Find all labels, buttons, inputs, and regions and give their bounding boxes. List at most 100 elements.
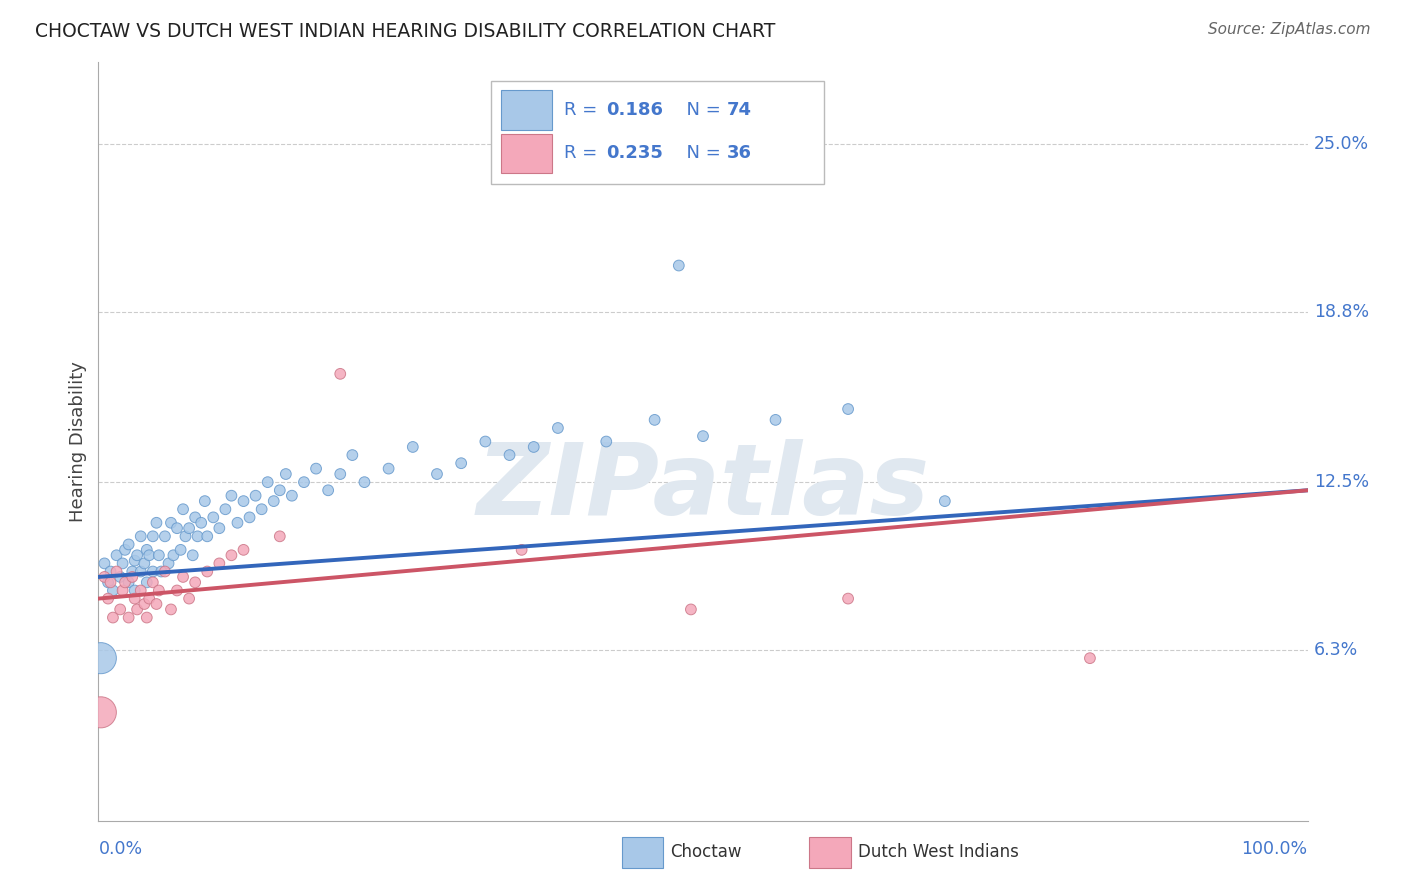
Point bbox=[142, 565, 165, 579]
Point bbox=[105, 565, 128, 579]
Point bbox=[426, 467, 449, 481]
FancyBboxPatch shape bbox=[501, 90, 551, 130]
Point bbox=[329, 467, 352, 481]
Point bbox=[668, 259, 690, 273]
Point bbox=[226, 516, 249, 530]
Point bbox=[232, 542, 254, 557]
Point bbox=[90, 706, 112, 720]
Point bbox=[114, 542, 136, 557]
Point bbox=[129, 583, 152, 598]
Point bbox=[239, 510, 262, 524]
Point bbox=[142, 575, 165, 590]
Text: ZIPatlas: ZIPatlas bbox=[477, 439, 929, 535]
Point bbox=[108, 602, 131, 616]
Point bbox=[510, 542, 533, 557]
Point bbox=[145, 516, 167, 530]
Text: R =: R = bbox=[564, 145, 603, 162]
Point bbox=[274, 467, 297, 481]
Point bbox=[194, 494, 217, 508]
Point bbox=[292, 475, 315, 490]
Point bbox=[124, 554, 146, 568]
Text: Choctaw: Choctaw bbox=[671, 844, 742, 862]
Point bbox=[179, 591, 201, 606]
FancyBboxPatch shape bbox=[492, 81, 824, 184]
Point bbox=[450, 456, 472, 470]
Point bbox=[202, 510, 225, 524]
Text: N =: N = bbox=[675, 145, 727, 162]
Point bbox=[245, 489, 267, 503]
Point bbox=[256, 475, 278, 490]
Point bbox=[679, 602, 702, 616]
Point bbox=[111, 557, 134, 571]
Point bbox=[172, 502, 194, 516]
Point bbox=[101, 610, 124, 624]
Text: 0.0%: 0.0% bbox=[98, 839, 142, 857]
Point bbox=[124, 583, 146, 598]
Point bbox=[523, 440, 546, 454]
Point bbox=[498, 448, 520, 462]
Point bbox=[135, 542, 157, 557]
Point bbox=[221, 489, 243, 503]
Point bbox=[166, 583, 188, 598]
Point bbox=[90, 651, 112, 665]
Point bbox=[166, 521, 188, 535]
Point bbox=[153, 529, 176, 543]
Point bbox=[342, 448, 364, 462]
Text: 36: 36 bbox=[727, 145, 752, 162]
Point bbox=[153, 565, 176, 579]
Point bbox=[474, 434, 496, 449]
Point bbox=[181, 548, 204, 563]
FancyBboxPatch shape bbox=[621, 837, 664, 869]
Point bbox=[93, 557, 115, 571]
Point bbox=[269, 483, 291, 498]
Point bbox=[162, 548, 184, 563]
Point bbox=[160, 516, 183, 530]
Y-axis label: Hearing Disability: Hearing Disability bbox=[69, 361, 87, 522]
Text: 100.0%: 100.0% bbox=[1241, 839, 1308, 857]
Point bbox=[190, 516, 212, 530]
Point bbox=[157, 557, 180, 571]
Point bbox=[329, 367, 352, 381]
Text: 0.235: 0.235 bbox=[606, 145, 664, 162]
Point bbox=[118, 610, 141, 624]
Text: 18.8%: 18.8% bbox=[1313, 302, 1369, 320]
Point bbox=[195, 529, 218, 543]
Point bbox=[138, 548, 160, 563]
Point bbox=[127, 548, 149, 563]
Point bbox=[934, 494, 956, 508]
FancyBboxPatch shape bbox=[501, 134, 551, 173]
Point bbox=[305, 461, 328, 475]
Text: N =: N = bbox=[675, 101, 727, 120]
Text: 74: 74 bbox=[727, 101, 752, 120]
Text: 25.0%: 25.0% bbox=[1313, 135, 1369, 153]
Point bbox=[232, 494, 254, 508]
Point bbox=[121, 570, 143, 584]
Point bbox=[547, 421, 569, 435]
Point bbox=[129, 565, 152, 579]
Point bbox=[208, 557, 231, 571]
Point bbox=[127, 602, 149, 616]
Point bbox=[187, 529, 209, 543]
Point bbox=[129, 529, 152, 543]
Point bbox=[1078, 651, 1101, 665]
Point bbox=[142, 529, 165, 543]
Point bbox=[105, 548, 128, 563]
Point bbox=[402, 440, 425, 454]
Point bbox=[179, 521, 201, 535]
Point bbox=[837, 402, 859, 417]
Point bbox=[121, 565, 143, 579]
Point bbox=[250, 502, 273, 516]
Point bbox=[263, 494, 285, 508]
Point bbox=[281, 489, 304, 503]
Point bbox=[101, 583, 124, 598]
Point bbox=[837, 591, 859, 606]
Point bbox=[184, 575, 207, 590]
Point bbox=[765, 413, 787, 427]
Point bbox=[114, 575, 136, 590]
Point bbox=[93, 570, 115, 584]
Point bbox=[644, 413, 666, 427]
Point bbox=[221, 548, 243, 563]
Point bbox=[138, 591, 160, 606]
Point bbox=[377, 461, 399, 475]
Point bbox=[145, 597, 167, 611]
